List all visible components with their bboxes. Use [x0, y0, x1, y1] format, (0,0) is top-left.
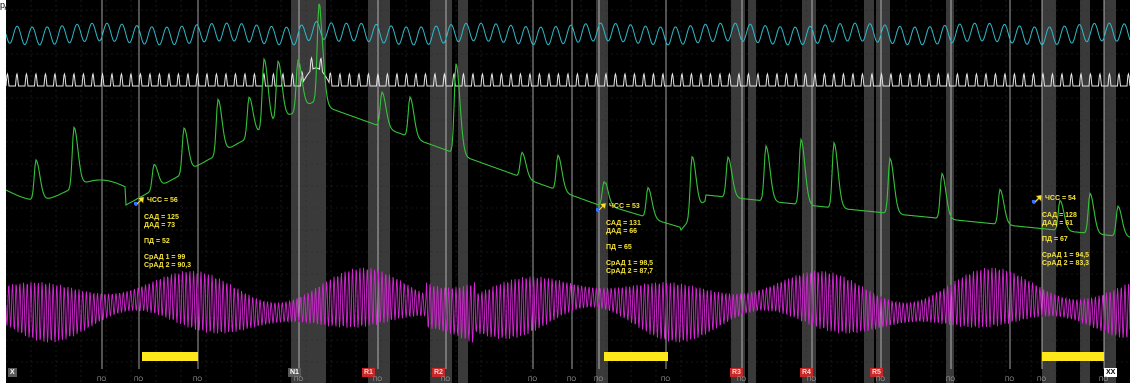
event-tag-r3[interactable]: R3 — [730, 368, 743, 377]
event-tag-r5[interactable]: R5 — [870, 368, 883, 377]
heart-rate-value: ЧСС = 53 — [609, 203, 640, 210]
marker-tick-label: ПО — [193, 377, 202, 383]
systolic-pressure: САД = 128 — [1042, 212, 1077, 219]
shaded-band — [731, 0, 745, 383]
marker-tick-label: ПО — [528, 377, 537, 383]
marker-tick-label: ПО — [294, 377, 303, 383]
segment-bar[interactable] — [142, 352, 198, 361]
marker-tick-label: ПО — [1099, 377, 1108, 383]
mean-pressure-1: СрАД 1 = 99 — [144, 254, 186, 261]
marker-tick-label: ПО — [594, 377, 603, 383]
marker-arrow-icon[interactable] — [596, 202, 607, 212]
event-tag-n1[interactable]: N1 — [288, 368, 301, 377]
measurement-annotation[interactable]: ЧСС = 53 САД = 131 ДАД = 66 ПД = 65 СрАД 1 =… — [596, 202, 653, 276]
marker-tick-label: ПО — [373, 377, 382, 383]
marker-tick-label: ПО — [441, 377, 450, 383]
shaded-band — [946, 0, 954, 383]
systolic-pressure: САД = 125 — [144, 214, 179, 221]
mean-pressure-2: СрАД 2 = 90,3 — [144, 262, 192, 269]
mean-pressure-1: СрАД 1 = 94,5 — [1042, 252, 1090, 259]
marker-tick-label: ПО — [946, 377, 955, 383]
heart-rate-value: ЧСС = 56 — [147, 197, 178, 204]
marker-arrow-icon[interactable] — [134, 196, 145, 206]
annotation-header: ЧСС = 56 — [134, 196, 191, 206]
diastolic-pressure: ДАД = 66 — [606, 228, 638, 235]
trace-cyan — [6, 21, 1130, 46]
signal-plot-area[interactable]: ЧСС = 56 САД = 125 ДАД = 73 ПД = 52 СрАД 1 =… — [6, 0, 1130, 383]
marker-tick-label: ПО — [1005, 377, 1014, 383]
event-tag-r1[interactable]: R1 — [362, 368, 375, 377]
marker-tick-label: ПО — [876, 377, 885, 383]
shaded-band — [430, 0, 452, 383]
annotation-header: ЧСС = 54 — [1032, 194, 1089, 204]
pulse-pressure: ПД = 52 — [144, 238, 170, 245]
waveform-traces — [6, 3, 1130, 343]
shaded-band — [864, 0, 874, 383]
event-tag-r2[interactable]: R2 — [432, 368, 445, 377]
marker-arrow-icon[interactable] — [1032, 194, 1043, 204]
mean-pressure-1: СрАД 1 = 98,5 — [606, 260, 654, 267]
marker-tick-label: ПО — [97, 377, 106, 383]
shaded-band — [382, 0, 390, 383]
pulse-pressure: ПД = 65 — [606, 244, 632, 251]
trace-magenta — [6, 267, 1130, 343]
shaded-band — [748, 0, 756, 383]
marker-tick-label: ПО — [134, 377, 143, 383]
marker-tick-label: ПО — [807, 377, 816, 383]
shaded-band — [1080, 0, 1090, 383]
marker-tick-label: ПО — [1037, 377, 1046, 383]
shaded-band — [802, 0, 816, 383]
pulse-pressure: ПД = 67 — [1042, 236, 1068, 243]
waveform-canvas[interactable] — [6, 0, 1130, 383]
segment-bars — [142, 352, 1104, 361]
diastolic-pressure: ДАД = 73 — [144, 222, 176, 229]
marker-tick-label: ПО — [567, 377, 576, 383]
measurement-annotation[interactable]: ЧСС = 56 САД = 125 ДАД = 73 ПД = 52 СрАД 1 =… — [134, 196, 191, 270]
measurement-annotation[interactable]: ЧСС = 54 САД = 128 ДАД = 61 ПД = 67 СрАД 1 =… — [1032, 194, 1089, 268]
event-tag-xx[interactable]: XX — [1104, 368, 1118, 377]
corner-text: рд — [0, 0, 10, 10]
diastolic-pressure: ДАД = 61 — [1042, 220, 1074, 227]
shaded-bands — [291, 0, 1116, 383]
grid-lines — [6, 0, 1130, 383]
mean-pressure-2: СрАД 2 = 83,3 — [1042, 260, 1090, 267]
heart-rate-value: ЧСС = 54 — [1045, 195, 1076, 202]
shaded-band — [308, 0, 326, 383]
event-tag-x[interactable]: X — [8, 368, 17, 377]
marker-tick-label: ПО — [737, 377, 746, 383]
shaded-band — [458, 0, 468, 383]
shaded-band — [876, 0, 890, 383]
segment-bar[interactable] — [1042, 352, 1104, 361]
marker-tick-label: ПО — [661, 377, 670, 383]
segment-bar[interactable] — [604, 352, 668, 361]
trace-green — [6, 3, 1130, 238]
trace-white — [6, 56, 1130, 87]
event-tag-r4[interactable]: R4 — [800, 368, 813, 377]
shaded-band — [1042, 0, 1056, 383]
systolic-pressure: САД = 131 — [606, 220, 641, 227]
shaded-band — [368, 0, 382, 383]
mean-pressure-2: СрАД 2 = 87,7 — [606, 268, 654, 275]
shaded-band — [1104, 0, 1116, 383]
annotation-header: ЧСС = 53 — [596, 202, 653, 212]
